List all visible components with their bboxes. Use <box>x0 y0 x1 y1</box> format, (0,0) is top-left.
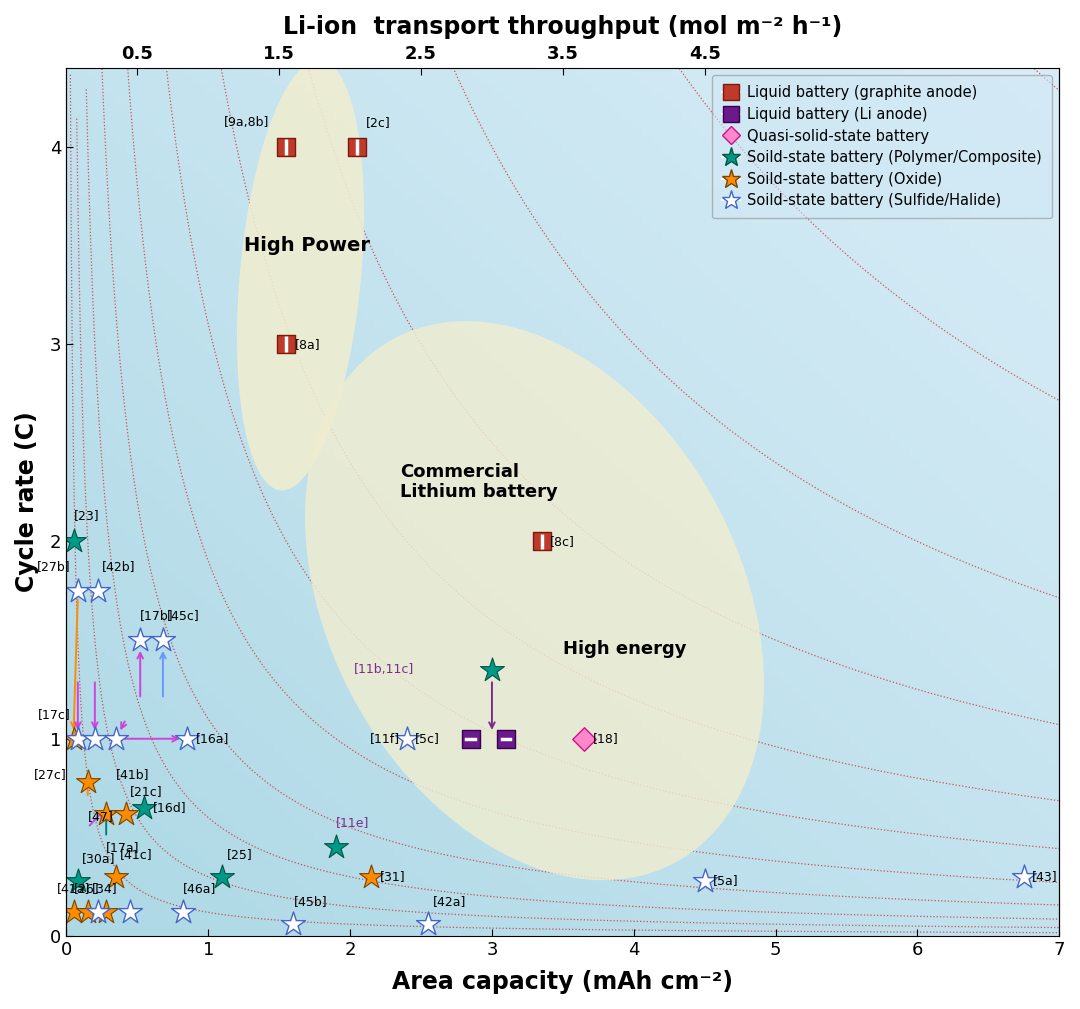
Point <box>97 904 114 920</box>
Text: [9a,8b]: [9a,8b] <box>224 116 269 129</box>
Text: [11b,11c]: [11b,11c] <box>353 663 414 676</box>
Text: [8a]: [8a] <box>295 338 321 351</box>
Point <box>69 731 86 747</box>
Text: [47]: [47] <box>87 810 113 822</box>
Point <box>118 805 135 821</box>
Point <box>174 904 191 920</box>
Point <box>154 632 172 648</box>
Point <box>69 873 86 889</box>
Text: [30a]: [30a] <box>82 852 116 865</box>
Text: [25]: [25] <box>227 848 253 861</box>
Point <box>498 731 515 747</box>
Text: [41b]: [41b] <box>117 768 150 781</box>
Point <box>132 632 149 648</box>
Text: [2c]: [2c] <box>366 116 391 129</box>
Text: High Power: High Power <box>244 236 369 254</box>
Text: [5a]: [5a] <box>713 874 739 887</box>
Point <box>89 583 106 599</box>
Text: [42b]: [42b] <box>102 560 135 573</box>
Point <box>363 869 380 885</box>
Y-axis label: Cycle rate (C): Cycle rate (C) <box>15 412 39 592</box>
Point <box>349 139 366 155</box>
Text: Commercial
Lithium battery: Commercial Lithium battery <box>400 462 557 501</box>
Text: [17c]: [17c] <box>38 708 70 721</box>
Point <box>65 904 82 920</box>
Point <box>136 800 153 816</box>
Point <box>484 662 501 678</box>
Text: [11e]: [11e] <box>336 816 369 829</box>
Text: [42a]: [42a] <box>432 895 465 908</box>
Point <box>285 916 302 932</box>
Text: [17a]: [17a] <box>106 842 139 855</box>
Point <box>79 904 96 920</box>
Point <box>419 916 436 932</box>
Text: [23]: [23] <box>73 509 99 522</box>
Point <box>79 774 96 790</box>
Point <box>108 731 125 747</box>
Text: [16a]: [16a] <box>195 733 229 746</box>
Point <box>278 336 295 352</box>
Point <box>532 534 550 550</box>
Point <box>278 139 295 155</box>
Ellipse shape <box>305 321 764 880</box>
Point <box>462 731 480 747</box>
Text: [27b]: [27b] <box>37 560 70 573</box>
Text: [5c]: [5c] <box>416 733 441 746</box>
Point <box>65 731 82 747</box>
Point <box>122 904 139 920</box>
Point <box>327 839 345 856</box>
Point <box>97 805 114 821</box>
Text: [11f]: [11f] <box>369 733 400 746</box>
Text: [45b]: [45b] <box>294 895 327 908</box>
Text: [41c]: [41c] <box>120 848 153 861</box>
Text: [17b]: [17b] <box>140 609 174 623</box>
X-axis label: Li-ion  transport throughput (mol m⁻² h⁻¹): Li-ion transport throughput (mol m⁻² h⁻¹… <box>283 15 842 39</box>
Text: [27c]: [27c] <box>33 768 67 781</box>
Point <box>89 904 106 920</box>
Text: High energy: High energy <box>563 640 687 658</box>
Point <box>214 869 231 885</box>
Point <box>86 731 104 747</box>
Point <box>65 534 82 550</box>
Ellipse shape <box>237 60 364 490</box>
Text: [8c]: [8c] <box>550 535 575 548</box>
Text: [41a]: [41a] <box>57 882 91 895</box>
Point <box>696 873 713 889</box>
Text: [34]: [34] <box>92 882 118 895</box>
Text: [46a]: [46a] <box>183 882 216 895</box>
Point <box>108 869 125 885</box>
Point <box>399 731 416 747</box>
Point <box>69 583 86 599</box>
X-axis label: Area capacity (mAh cm⁻²): Area capacity (mAh cm⁻²) <box>392 970 733 994</box>
Text: [31]: [31] <box>380 871 405 883</box>
Legend: Liquid battery (graphite anode), Liquid battery (Li anode), Quasi-solid-state ba: Liquid battery (graphite anode), Liquid … <box>712 76 1052 219</box>
Point <box>576 731 593 747</box>
Text: [45c]: [45c] <box>167 609 200 623</box>
Text: [21c]: [21c] <box>131 785 163 798</box>
Text: [43]: [43] <box>1032 871 1058 883</box>
Point <box>178 731 195 747</box>
Point <box>1015 869 1032 885</box>
Text: [18]: [18] <box>593 733 619 746</box>
Text: [26]: [26] <box>73 882 99 895</box>
Text: [16d]: [16d] <box>153 801 187 814</box>
